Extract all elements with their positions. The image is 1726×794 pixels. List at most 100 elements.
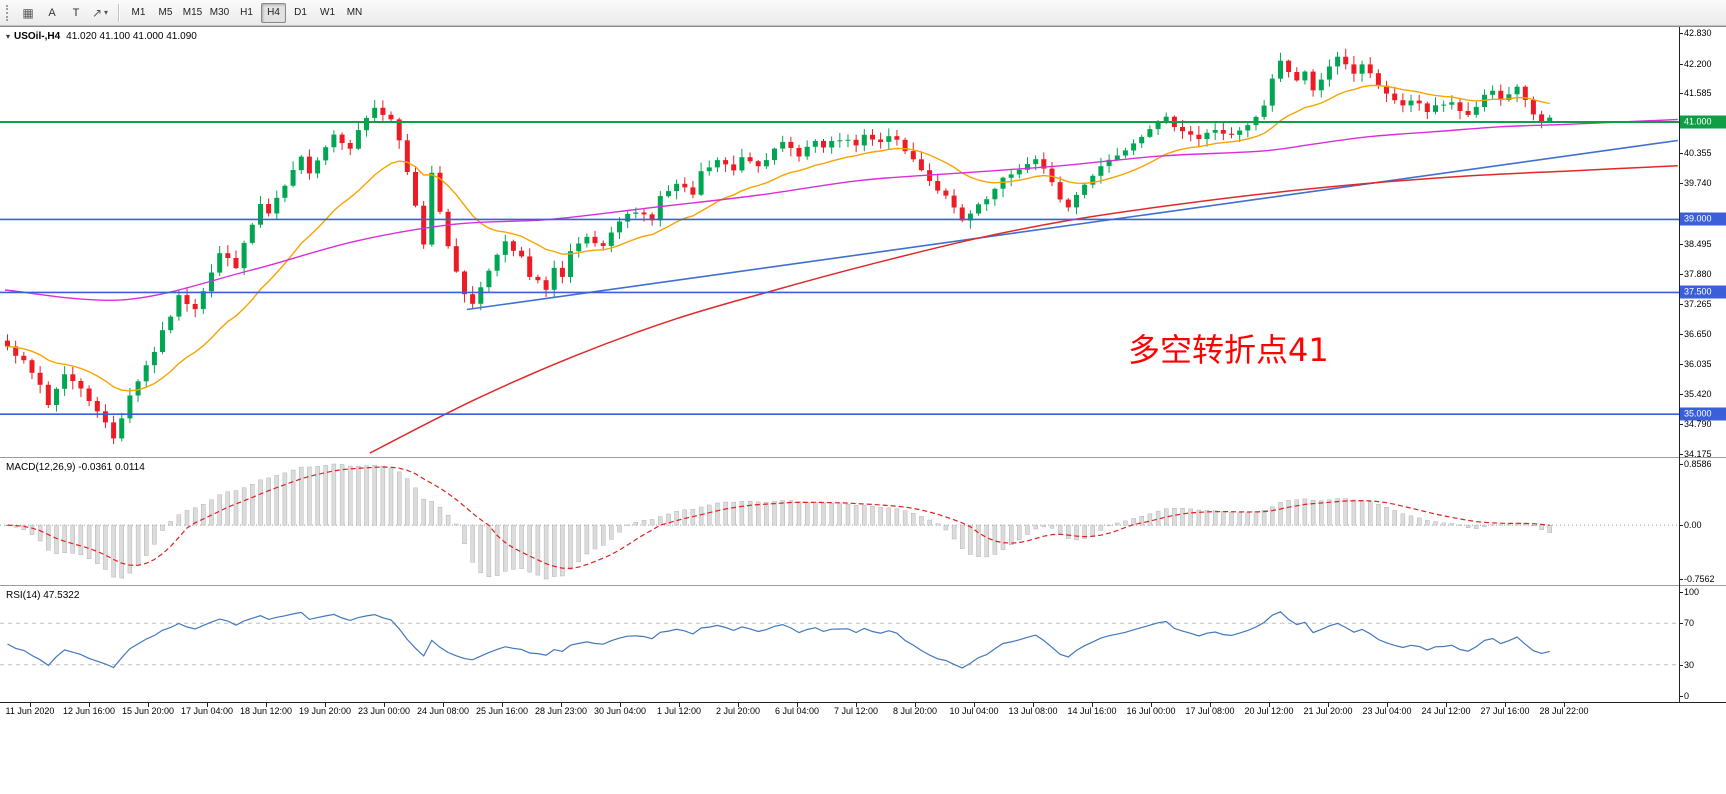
macd-histogram: [5, 463, 1552, 580]
ma-fast-line: [7, 84, 1550, 392]
timeframe-button-mn[interactable]: MN: [342, 3, 367, 23]
macd-indicator-chart[interactable]: [0, 458, 1679, 585]
macd-signal-line: [7, 466, 1550, 570]
time-axis-tick: [738, 703, 739, 707]
rsi-axis-label: 0: [1684, 691, 1690, 701]
main-price-chart[interactable]: [0, 27, 1679, 457]
time-axis[interactable]: 11 Jun 2020 12 Jun 16:00 15 Jun 20:00 17 Ju…: [0, 703, 1726, 721]
price-axis-label: 35.420: [1684, 388, 1712, 399]
panel-separator[interactable]: [0, 457, 1726, 458]
toolbar: ▦ A T ↗ ▾ M1 M5 M15 M30 H1 H4 D1 W1 MN: [0, 0, 1726, 26]
time-axis-label: 10 Jul 04:00: [949, 706, 999, 716]
time-axis-tick: [561, 703, 562, 707]
arrows-tool-button[interactable]: ↗ ▾: [89, 3, 111, 23]
time-axis-tick: [1269, 703, 1270, 707]
rsi-axis-label: 70: [1684, 618, 1695, 629]
time-axis-tick: [679, 703, 680, 707]
chart-window[interactable]: ▾ USOil-,H4 41.020 41.100 41.000 41.090 多空…: [0, 26, 1726, 794]
price-axis-tick: [1679, 32, 1683, 34]
price-axis-tick: [1679, 273, 1683, 275]
time-axis-label: 2 Jul 20:00: [715, 706, 761, 716]
text-label-tool-button[interactable]: T: [65, 3, 87, 23]
price-axis-label: 34.175: [1684, 449, 1712, 460]
chevron-down-icon: ▾: [104, 8, 109, 17]
trendline-line: [466, 139, 1678, 311]
price-axis-tick: [1679, 664, 1683, 666]
time-axis-tick: [1210, 703, 1211, 707]
price-axis[interactable]: 42.830 42.200 41.585 40.355 39.740 38.495 37.8…: [1679, 27, 1726, 702]
price-axis-tick: [1679, 93, 1683, 95]
time-axis-label: 13 Jul 08:00: [1008, 706, 1058, 716]
time-axis-tick: [1328, 703, 1329, 707]
time-axis-tick: [1446, 703, 1447, 707]
rsi-indicator-chart[interactable]: [0, 586, 1679, 702]
chart-annotation-text[interactable]: 多空转折点41: [1128, 331, 1329, 369]
price-axis-tick: [1679, 454, 1683, 456]
macd-axis-label: -0.7562: [1684, 574, 1715, 584]
price-axis-label: 42.830: [1684, 27, 1712, 38]
time-axis-tick: [502, 703, 503, 707]
ohlc-label: 41.020 41.100 41.000 41.090: [66, 31, 197, 42]
price-axis-label: 38.495: [1684, 238, 1712, 249]
price-axis-label: 41.585: [1684, 88, 1712, 99]
panel-separator[interactable]: [0, 585, 1726, 586]
price-axis-label: 37.880: [1684, 268, 1712, 279]
price-axis-tick: [1679, 696, 1683, 697]
timeframe-button-m1[interactable]: M1: [126, 3, 151, 23]
time-axis-line: [0, 702, 1726, 703]
time-axis-tick: [620, 703, 621, 707]
time-axis-label: 18 Jun 12:00: [239, 706, 293, 716]
rsi-line: [7, 611, 1550, 669]
time-axis-tick: [915, 703, 916, 707]
rsi-axis-label: 100: [1684, 587, 1700, 597]
time-axis-tick: [384, 703, 385, 707]
macd-axis-label: 0.8586: [1684, 459, 1712, 469]
time-axis-tick: [148, 703, 149, 707]
time-axis-label: 23 Jul 04:00: [1362, 706, 1412, 716]
price-axis-tick: [1679, 153, 1683, 155]
collapse-arrow-icon[interactable]: ▾: [6, 32, 11, 41]
time-axis-label: 16 Jul 00:00: [1126, 706, 1176, 716]
arrow-object-icon: ↗: [91, 5, 103, 20]
timeframe-button-h1[interactable]: H1: [234, 3, 259, 23]
time-axis-tick: [1092, 703, 1093, 707]
timeframe-button-w1[interactable]: W1: [315, 3, 340, 23]
timeframe-button-m15[interactable]: M15: [180, 3, 205, 23]
price-axis-tick: [1679, 363, 1683, 365]
price-axis-tick: [1679, 333, 1683, 335]
time-axis-tick: [1505, 703, 1506, 707]
chart-grid-icon: ▦: [22, 5, 34, 20]
time-axis-label: 30 Jun 04:00: [593, 706, 647, 716]
price-axis-tick: [1679, 623, 1683, 625]
time-axis-label: 17 Jun 04:00: [180, 706, 234, 716]
timeframe-button-m5[interactable]: M5: [153, 3, 178, 23]
price-tag: 35.000: [1680, 407, 1726, 421]
price-axis-tick: [1679, 243, 1683, 245]
timeframe-button-h4[interactable]: H4: [261, 2, 286, 23]
time-axis-tick: [797, 703, 798, 707]
time-axis-tick: [266, 703, 267, 707]
time-axis-label: 24 Jun 08:00: [416, 706, 470, 716]
time-axis-label: 14 Jul 16:00: [1067, 706, 1117, 716]
timeframe-button-d1[interactable]: D1: [288, 3, 313, 23]
text-tool-button[interactable]: A: [41, 3, 63, 23]
price-axis-tick: [1679, 592, 1683, 593]
time-axis-label: 21 Jul 20:00: [1303, 706, 1353, 716]
chart-grid-tool-button[interactable]: ▦: [17, 3, 39, 23]
price-axis-tick: [1679, 464, 1683, 465]
time-axis-label: 15 Jun 20:00: [121, 706, 175, 716]
time-axis-tick: [207, 703, 208, 707]
price-axis-tick: [1679, 424, 1683, 426]
time-axis-label: 17 Jul 08:00: [1185, 706, 1235, 716]
time-axis-label: 6 Jul 04:00: [774, 706, 820, 716]
price-axis-label: 36.650: [1684, 328, 1712, 339]
time-axis-label: 1 Jul 12:00: [656, 706, 702, 716]
price-tag: 37.500: [1680, 285, 1726, 299]
timeframe-button-m30[interactable]: M30: [207, 3, 232, 23]
toolbar-grip[interactable]: [6, 4, 10, 21]
candlestick-layer: [5, 48, 1553, 445]
time-axis-tick: [1564, 703, 1565, 707]
time-axis-label: 25 Jun 16:00: [475, 706, 529, 716]
price-axis-tick: [1679, 183, 1683, 185]
